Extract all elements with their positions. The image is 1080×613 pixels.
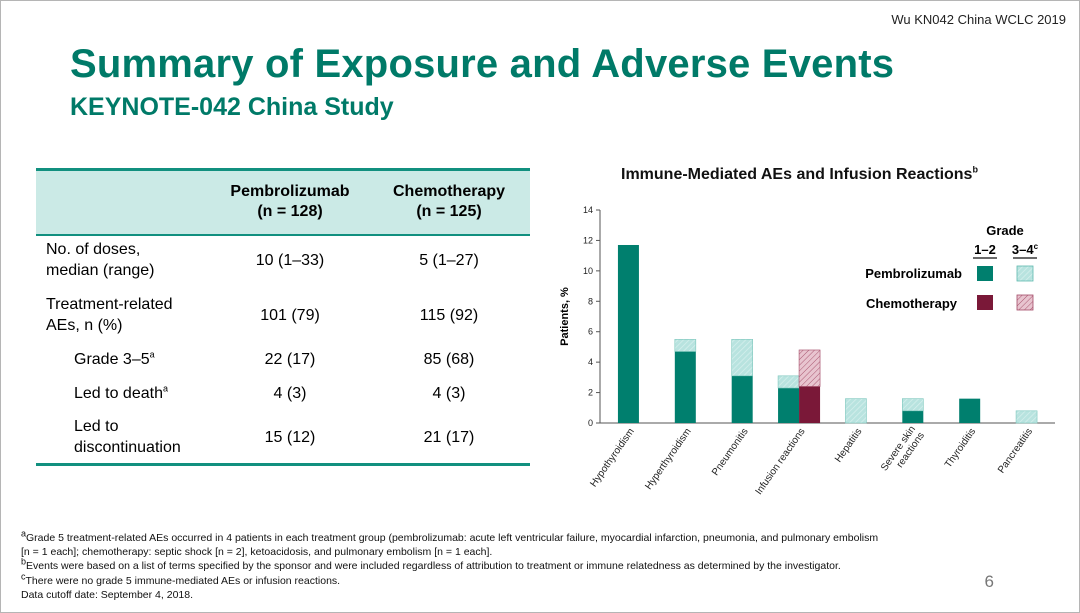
bar-chemo-grade-1-2 [799, 386, 821, 423]
page-number: 6 [984, 572, 994, 591]
pembrolizumab-value: 101 (79) [260, 307, 320, 324]
y-tick-label: 2 [588, 388, 593, 398]
legend-grade-3-4: 3–4c [1012, 242, 1039, 257]
pembrolizumab-value: 4 (3) [273, 385, 307, 402]
chemotherapy-value: 4 (3) [432, 385, 466, 402]
y-tick-label: 14 [583, 205, 593, 215]
y-tick-label: 12 [583, 235, 593, 245]
bar-pembro-grade-3-4 [902, 398, 924, 412]
legend-swatch-pembro-3-4 [1016, 265, 1034, 282]
row-label: Led to deatha [74, 383, 168, 402]
row-label: Led to discontinuation [74, 418, 181, 456]
exposure-table: Pembrolizumab (n = 128) Chemotherapy (n … [36, 168, 530, 466]
bar-pembro-grade-1-2 [959, 398, 981, 423]
table-header: Pembrolizumab (n = 128) Chemotherapy (n … [36, 168, 530, 236]
x-category-label: Pneumonitis [710, 426, 751, 477]
bar-pembro-grade-1-2 [778, 388, 800, 423]
row-label: Grade 3–5a [74, 349, 155, 368]
row-label: No. of doses, median (range) [46, 241, 155, 279]
y-tick-label: 8 [588, 296, 593, 306]
footnotes: aGrade 5 treatment-related AEs occurred … [21, 528, 1031, 602]
pembrolizumab-value: 10 (1–33) [255, 252, 325, 269]
bar-pembro-grade-1-2 [902, 410, 924, 423]
bar-pembro-grade-3-4 [1015, 410, 1038, 424]
x-category-label: Infusion reactions [754, 426, 808, 497]
row-label: Treatment-related AEs, n (%) [46, 296, 173, 334]
x-category-label: Hypothyroidism [588, 426, 637, 489]
legend-swatch-pembro-1-2 [977, 266, 993, 281]
bar-pembro-grade-1-2 [617, 244, 639, 423]
chemotherapy-value: 5 (1–27) [419, 252, 479, 269]
chemotherapy-value: 21 (17) [423, 429, 475, 446]
x-category-label: Hepatitis [833, 426, 864, 464]
column-header-pembrolizumab: Pembrolizumab (n = 128) [230, 183, 350, 220]
footnote-b: bEvents were based on a list of terms sp… [21, 556, 841, 573]
legend-title: Grade [986, 223, 1024, 238]
slide-subtitle: KEYNOTE-042 China Study [70, 93, 394, 121]
slide-tag: Wu KN042 China WCLC 2019 [891, 12, 1066, 27]
column-header-chemotherapy: Chemotherapy (n = 125) [392, 183, 506, 220]
legend-swatch-chemo-3-4 [1016, 294, 1034, 311]
x-category-label: Hyperthyroidism [643, 426, 693, 491]
x-category-label: Pancreatitis [996, 426, 1035, 475]
slide-title: Summary of Exposure and Adverse Events [70, 42, 895, 86]
legend-swatch-chemo-1-2 [977, 295, 993, 310]
pembrolizumab-value: 22 (17) [264, 351, 316, 368]
pembrolizumab-value: 15 (12) [264, 429, 316, 446]
legend-grade-1-2: 1–2 [974, 242, 996, 257]
footnote-c: cThere were no grade 5 immune-mediated A… [21, 571, 341, 587]
bar-pembro-grade-3-4 [731, 339, 753, 377]
bar-pembro-grade-1-2 [731, 375, 753, 423]
legend-label-chemotherapy: Chemotherapy [866, 296, 958, 311]
bar-pembro-grade-3-4 [674, 339, 697, 352]
y-tick-label: 0 [588, 418, 593, 428]
chart-title: Immune-Mediated AEs and Infusion Reactio… [621, 164, 978, 183]
x-category-label: Thyroiditis [943, 426, 978, 470]
bar-pembro-grade-3-4 [777, 375, 800, 389]
chemotherapy-value: 85 (68) [423, 351, 475, 368]
y-tick-label: 10 [583, 266, 593, 276]
bar-pembro-grade-1-2 [674, 351, 696, 423]
bar-chart: 0 2 4 6 8 10 12 14 Patients, % Hypothyroidism Hype… [559, 205, 1055, 497]
bar-pembro-grade-3-4 [845, 398, 867, 424]
y-tick-label: 4 [588, 357, 593, 367]
footnote-a: aGrade 5 treatment-related AEs occurred … [21, 528, 879, 544]
bar-chemo-grade-3-4 [798, 349, 821, 387]
data-cutoff-note: Data cutoff date: September 4, 2018. [21, 588, 194, 601]
footnote-a-continued: [n = 1 each]; chemotherapy: septic shock… [21, 546, 493, 559]
legend-label-pembrolizumab: Pembrolizumab [865, 266, 962, 281]
y-tick-label: 6 [588, 327, 593, 337]
y-axis-label: Patients, % [559, 287, 571, 346]
chemotherapy-value: 115 (92) [419, 307, 479, 324]
x-category-label: Severe skinreactions [879, 424, 927, 479]
